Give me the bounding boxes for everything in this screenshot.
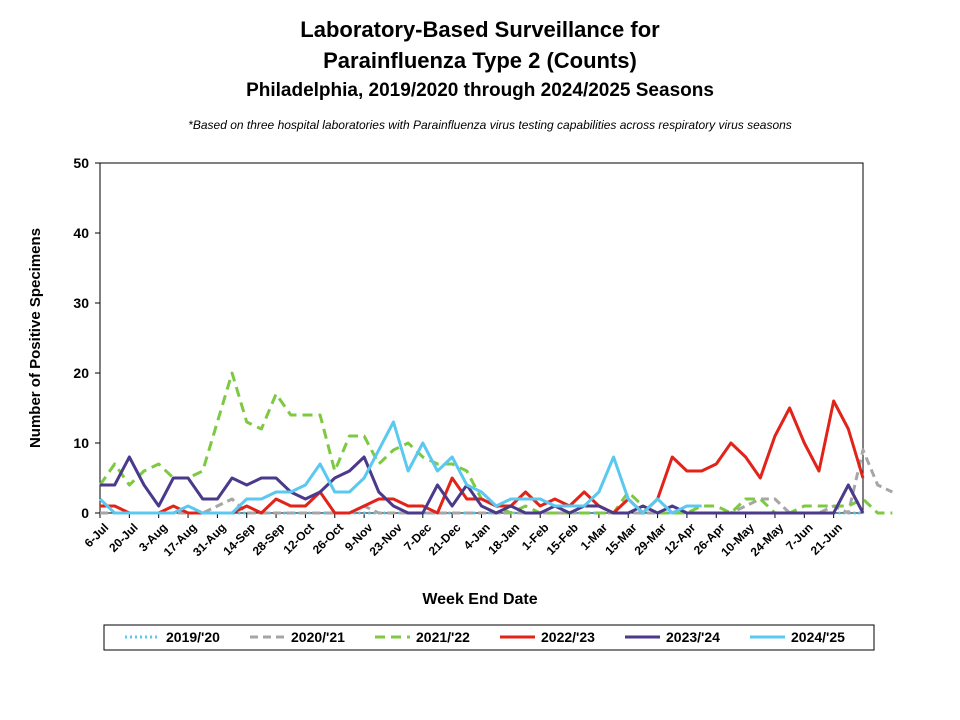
x-tick-label: 21-Dec: [426, 520, 464, 558]
x-tick-label: 28-Sep: [250, 520, 288, 558]
legend-label: 2019/'20: [166, 629, 220, 645]
x-tick-label: 18-Jan: [485, 520, 522, 557]
legend-box: [103, 624, 875, 651]
legend-label: 2023/'24: [666, 629, 720, 645]
x-tick-label: 23-Nov: [367, 520, 405, 558]
x-tick-label: 14-Sep: [220, 520, 258, 558]
legend-label: 2022/'23: [541, 629, 595, 645]
legend-label: 2020/'21: [291, 629, 345, 645]
x-tick-label: 12-Apr: [661, 520, 698, 557]
legend-label: 2021/'22: [416, 629, 470, 645]
x-tick-label: 15-Feb: [544, 520, 581, 557]
y-tick-label: 0: [81, 505, 89, 521]
y-tick-label: 30: [73, 295, 89, 311]
x-tick-label: 20-Jul: [106, 520, 140, 554]
x-tick-label: 26-Oct: [310, 520, 346, 556]
x-tick-label: 31-Aug: [190, 520, 229, 559]
chart-title-line2: Parainfluenza Type 2 (Counts): [323, 48, 637, 73]
y-tick-label: 10: [73, 435, 89, 451]
legend-label: 2024/'25: [791, 629, 845, 645]
y-axis-label: Number of Positive Specimens: [27, 228, 44, 448]
y-tick-label: 40: [73, 225, 89, 241]
chart-subtitle: Philadelphia, 2019/2020 through 2024/202…: [246, 80, 714, 101]
series-line-4: [100, 455, 865, 515]
x-tick-label: 15-Mar: [602, 520, 639, 557]
y-tick-label: 50: [73, 155, 89, 171]
x-axis-label: Week End Date: [422, 591, 537, 608]
series-line-1: [100, 448, 893, 515]
x-tick-label: 21-Jun: [808, 520, 845, 557]
x-tick-label: 24-May: [748, 520, 787, 559]
x-tick-label: 29-Mar: [632, 520, 669, 557]
series-line-5: [98, 420, 702, 515]
chart-note: *Based on three hospital laboratories wi…: [188, 118, 792, 132]
x-tick-label: 12-Oct: [280, 520, 316, 556]
y-tick-label: 20: [73, 365, 89, 381]
chart-title-line1: Laboratory-Based Surveillance for: [300, 17, 660, 42]
